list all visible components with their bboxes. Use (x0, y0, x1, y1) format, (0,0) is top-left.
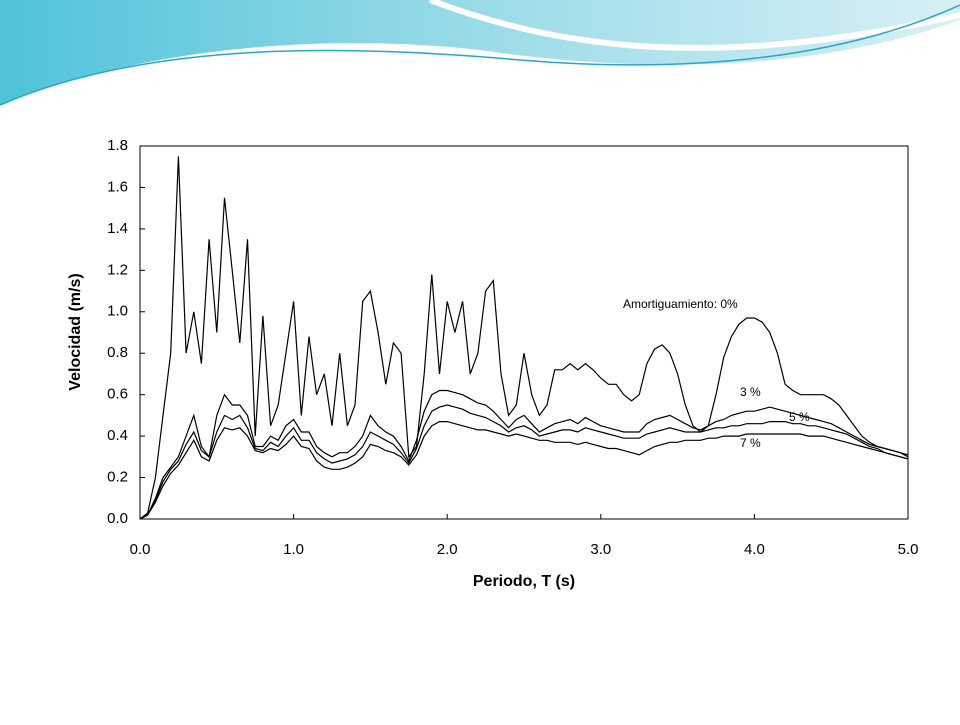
x-tick-label: 3.0 (590, 541, 611, 558)
plot-frame (139, 145, 909, 520)
y-tick-label: 0.8 (107, 344, 128, 361)
x-tick-label: 4.0 (744, 541, 765, 558)
y-axis-label: Velocidad (m/s) (67, 273, 84, 390)
x-tick-label: 5.0 (898, 541, 919, 558)
y-tick-label: 1.6 (107, 178, 128, 195)
y-tick-label: 1.0 (107, 303, 128, 320)
series-line (139, 404, 909, 520)
x-tick-label: 1.0 (283, 541, 304, 558)
header-wave (0, 0, 960, 105)
series-label: 7 % (740, 436, 761, 450)
y-tick-label: 0.6 (107, 386, 128, 403)
series-line (139, 421, 909, 520)
series-line (139, 156, 909, 520)
wave-highlight (428, 0, 960, 51)
wave-line (0, 4, 960, 106)
y-tick-label: 0.0 (107, 510, 128, 527)
x-axis-label: Periodo, T (s) (473, 573, 575, 590)
y-tick-label: 0.2 (107, 469, 128, 486)
series-label: 3 % (740, 385, 761, 399)
series-label: Amortiguamiento: 0% (623, 297, 738, 311)
series-line (139, 389, 909, 520)
y-tick-label: 1.8 (107, 137, 128, 154)
y-tick-label: 1.4 (107, 220, 128, 237)
x-tick-label: 2.0 (437, 541, 458, 558)
x-tick-label: 0.0 (130, 541, 151, 558)
y-tick-label: 1.2 (107, 261, 128, 278)
chart-area (65, 125, 925, 598)
y-tick-label: 0.4 (107, 427, 128, 444)
series-label: 5 % (789, 410, 810, 424)
